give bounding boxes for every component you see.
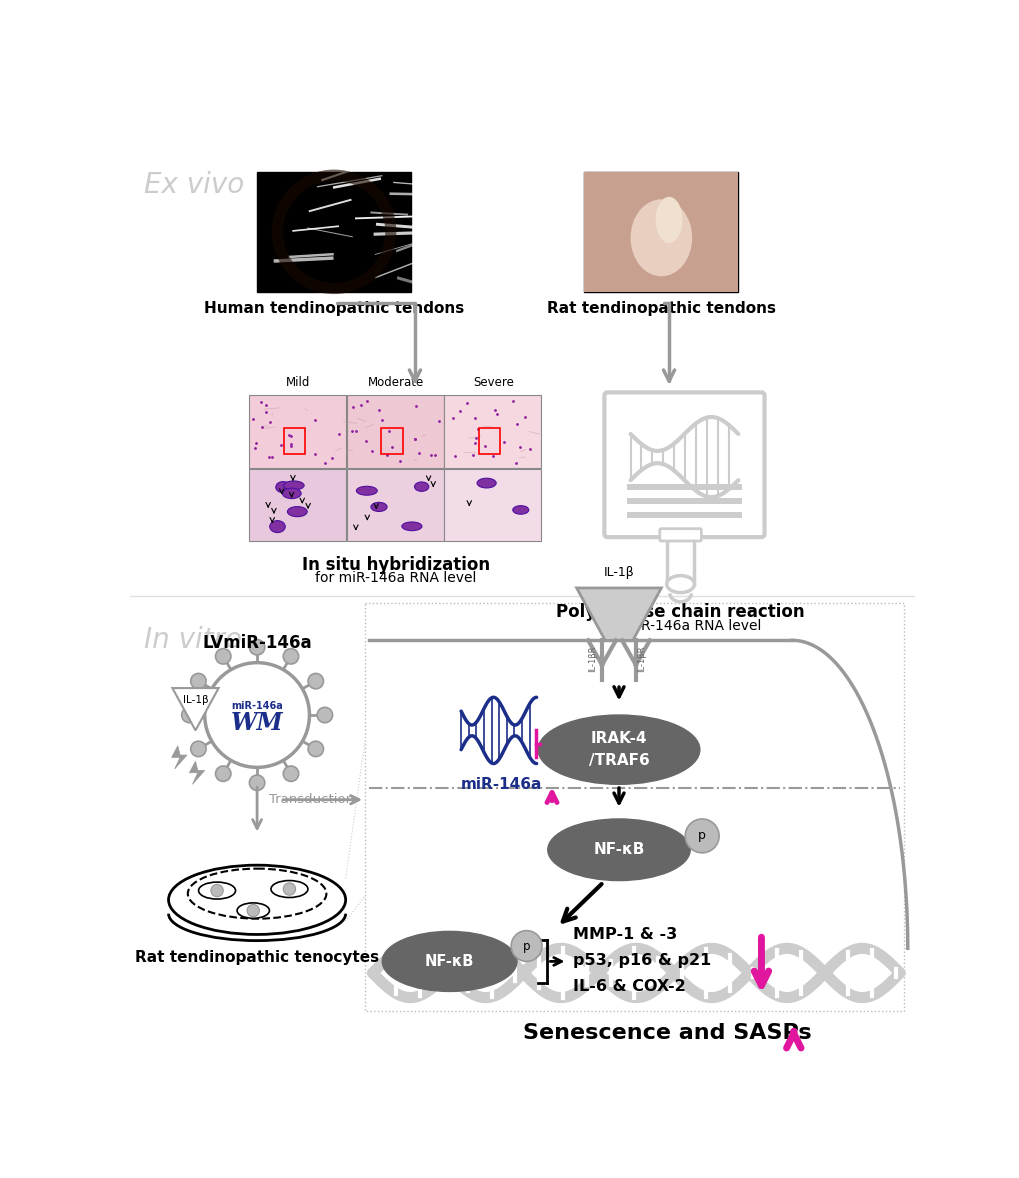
Circle shape [283,766,299,781]
Text: NF-κB: NF-κB [593,842,644,858]
Ellipse shape [538,715,699,785]
Text: In situ hybridization: In situ hybridization [302,556,489,574]
Polygon shape [171,746,186,769]
Ellipse shape [287,507,307,517]
Text: for miR-146a RNA level: for miR-146a RNA level [315,571,476,585]
Ellipse shape [269,521,285,532]
Text: miR-146a: miR-146a [461,776,542,792]
Ellipse shape [630,199,692,277]
FancyBboxPatch shape [604,392,764,537]
Ellipse shape [168,865,345,934]
Text: Transduction: Transduction [268,793,354,806]
Circle shape [215,649,230,664]
Circle shape [250,640,265,655]
Circle shape [308,741,323,756]
Ellipse shape [547,819,690,881]
Circle shape [181,707,197,723]
Text: Moderate: Moderate [367,376,424,389]
Text: miR-146a: miR-146a [231,701,282,710]
Text: NF-κB: NF-κB [425,954,474,969]
Text: IL-1β: IL-1β [182,695,208,706]
Text: p: p [698,829,705,842]
FancyBboxPatch shape [346,396,443,468]
Text: IL-1βR: IL-1βR [637,646,646,673]
Ellipse shape [283,481,304,490]
Text: WM: WM [230,710,283,735]
Ellipse shape [513,505,528,515]
Circle shape [283,882,296,895]
FancyBboxPatch shape [250,469,345,541]
FancyBboxPatch shape [346,469,443,541]
FancyBboxPatch shape [257,172,411,291]
Circle shape [191,674,206,689]
Text: In vitro: In vitro [144,627,242,655]
Circle shape [511,931,541,961]
Text: IL-1βR: IL-1βR [588,646,597,673]
Ellipse shape [282,488,301,498]
Ellipse shape [271,881,308,898]
Circle shape [205,663,309,767]
Text: LVmiR-146a: LVmiR-146a [202,634,312,653]
Text: Rat tendinopathic tenocytes: Rat tendinopathic tenocytes [135,949,379,965]
Ellipse shape [401,522,422,530]
Circle shape [215,766,230,781]
Ellipse shape [356,487,377,495]
FancyBboxPatch shape [250,396,345,468]
Ellipse shape [199,882,235,899]
Circle shape [247,905,259,916]
Polygon shape [576,588,660,641]
Ellipse shape [275,482,290,492]
Circle shape [250,775,265,790]
Text: IL-6 & COX-2: IL-6 & COX-2 [573,979,685,994]
Text: Human tendinopathic tendons: Human tendinopathic tendons [204,300,464,316]
Circle shape [308,674,323,689]
Text: Severe: Severe [473,376,514,389]
Polygon shape [190,761,205,785]
Circle shape [191,741,206,756]
Circle shape [317,707,332,723]
Ellipse shape [666,576,694,593]
FancyBboxPatch shape [444,469,541,541]
Text: MMP-1 & -3: MMP-1 & -3 [573,927,677,941]
Text: /TRAF6: /TRAF6 [588,753,649,768]
FancyBboxPatch shape [584,172,738,291]
Text: Mild: Mild [285,376,310,389]
FancyBboxPatch shape [626,498,742,504]
Text: Senescence and SASPs: Senescence and SASPs [522,1023,810,1043]
FancyBboxPatch shape [584,172,738,291]
FancyBboxPatch shape [444,396,541,468]
Ellipse shape [655,197,682,243]
FancyBboxPatch shape [666,538,694,584]
Ellipse shape [477,478,495,488]
Ellipse shape [414,482,428,491]
Text: Rat tendinopathic tendons: Rat tendinopathic tendons [546,300,775,316]
Text: Polymerase chain reaction: Polymerase chain reaction [555,603,804,621]
Polygon shape [172,688,218,730]
Text: Ex vivo: Ex vivo [144,171,244,199]
Ellipse shape [382,932,517,992]
FancyBboxPatch shape [659,529,701,541]
Text: p: p [523,940,530,953]
Text: IRAK-4: IRAK-4 [590,732,647,747]
Ellipse shape [371,502,387,511]
Circle shape [211,885,223,896]
Text: IL-1β: IL-1β [603,565,634,578]
FancyBboxPatch shape [626,511,742,518]
Text: p53, p16 & p21: p53, p16 & p21 [573,953,710,968]
Text: for miR-146a RNA level: for miR-146a RNA level [599,618,760,633]
Circle shape [685,819,718,853]
Ellipse shape [236,902,269,919]
Circle shape [283,649,299,664]
FancyBboxPatch shape [626,484,742,490]
